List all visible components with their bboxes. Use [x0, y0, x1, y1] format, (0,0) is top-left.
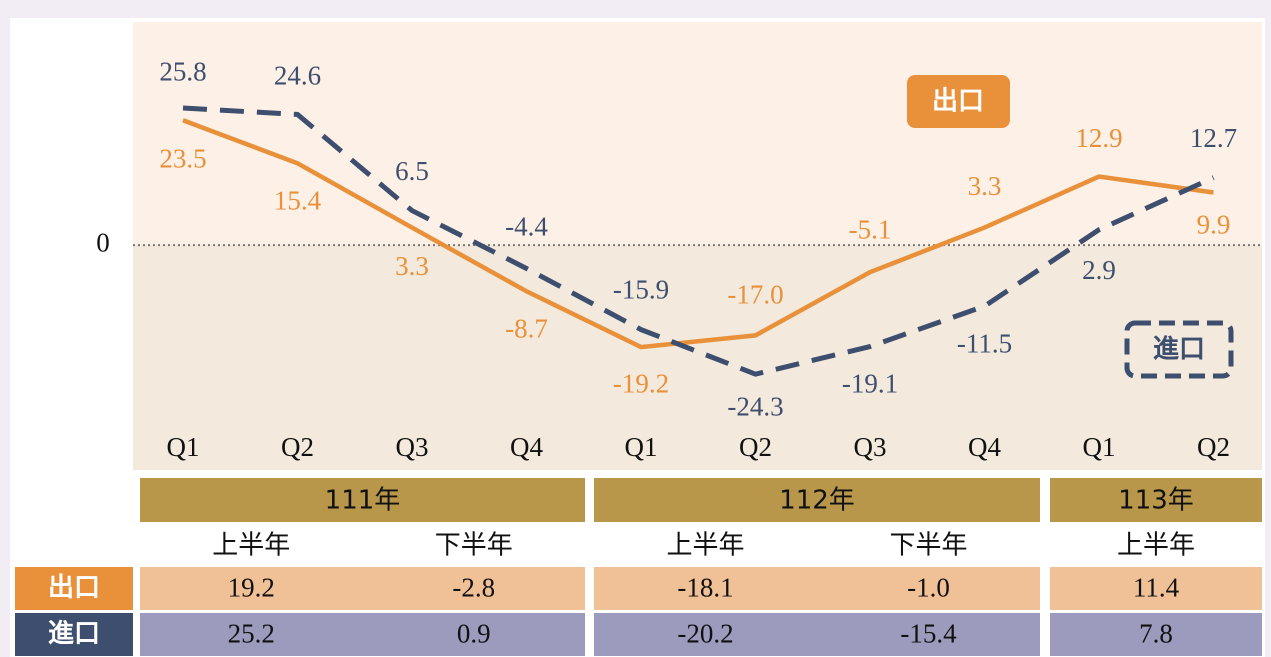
row-header-cell: [15, 613, 133, 656]
data-label: -19.1: [842, 369, 898, 399]
row-cell: [594, 567, 1040, 610]
data-label: 25.8: [159, 56, 206, 86]
year-label: 111年: [325, 486, 401, 516]
legend-export-box: [907, 75, 1010, 128]
positive-zone: [133, 22, 1262, 245]
data-label: 15.4: [274, 185, 322, 215]
x-tick-label: Q4: [968, 432, 1001, 462]
data-label: 6.5: [395, 156, 429, 186]
data-label: 12.9: [1075, 123, 1122, 153]
legend-label: 進口: [1153, 335, 1205, 365]
data-label: -11.5: [957, 328, 1012, 358]
x-tick-label: Q3: [396, 432, 429, 462]
year-cell: [140, 478, 585, 522]
series-line: [182, 105, 1215, 377]
series-line: [182, 118, 1214, 350]
legend-label: 出口: [932, 87, 984, 117]
row-cell: [140, 613, 585, 656]
table-value: -2.8: [452, 573, 495, 603]
data-label: 12.7: [1190, 123, 1237, 153]
legend-import-box: [1124, 320, 1234, 379]
half-label: 上半年: [666, 531, 744, 561]
row-header: 進口: [48, 619, 100, 649]
table-value: 25.2: [228, 619, 275, 649]
negative-zone: [133, 245, 1262, 470]
table-value: 11.4: [1133, 573, 1180, 603]
x-tick-label: Q1: [1083, 432, 1116, 462]
table-value: 7.8: [1139, 619, 1173, 649]
row-header: 出口: [48, 573, 100, 603]
x-tick-label: Q1: [167, 432, 200, 462]
data-label: -24.3: [727, 391, 783, 421]
half-label: 下半年: [435, 531, 513, 561]
data-label: 24.6: [274, 61, 321, 91]
x-tick-label: Q1: [625, 432, 658, 462]
half-label: 上半年: [212, 531, 290, 561]
data-label: -4.4: [505, 212, 548, 242]
year-label: 113年: [1118, 486, 1194, 516]
table-value: -15.4: [900, 619, 957, 649]
table-value: -20.2: [677, 619, 733, 649]
data-label: 2.9: [1082, 255, 1116, 285]
row-cell: [140, 567, 585, 610]
data-label: 3.3: [968, 171, 1002, 201]
data-label: -5.1: [849, 214, 892, 244]
data-label: 23.5: [159, 143, 206, 173]
year-cell: [594, 478, 1040, 522]
row-cell: [594, 613, 1040, 656]
data-label: -15.9: [613, 275, 669, 305]
data-label: 3.3: [395, 251, 429, 281]
table-value: 19.2: [228, 573, 275, 603]
x-tick-label: Q2: [1197, 432, 1230, 462]
y-tick-label: 0: [96, 227, 110, 257]
table-value: -1.0: [907, 573, 950, 603]
data-label: 9.9: [1197, 210, 1231, 240]
x-tick-label: Q2: [739, 432, 772, 462]
data-label: -8.7: [505, 314, 548, 344]
year-cell: [1050, 478, 1262, 522]
x-tick-label: Q4: [510, 432, 543, 462]
data-label: -17.0: [727, 280, 783, 310]
year-label: 112年: [779, 486, 855, 516]
x-tick-label: Q2: [281, 432, 314, 462]
data-label: -19.2: [613, 368, 669, 398]
row-cell: [1050, 613, 1262, 656]
x-tick-label: Q3: [854, 432, 887, 462]
half-label: 上半年: [1117, 531, 1195, 561]
table-value: -18.1: [677, 573, 733, 603]
row-header-cell: [15, 567, 133, 610]
row-cell: [1050, 567, 1262, 610]
table-value: 0.9: [457, 619, 491, 649]
half-label: 下半年: [889, 531, 967, 561]
